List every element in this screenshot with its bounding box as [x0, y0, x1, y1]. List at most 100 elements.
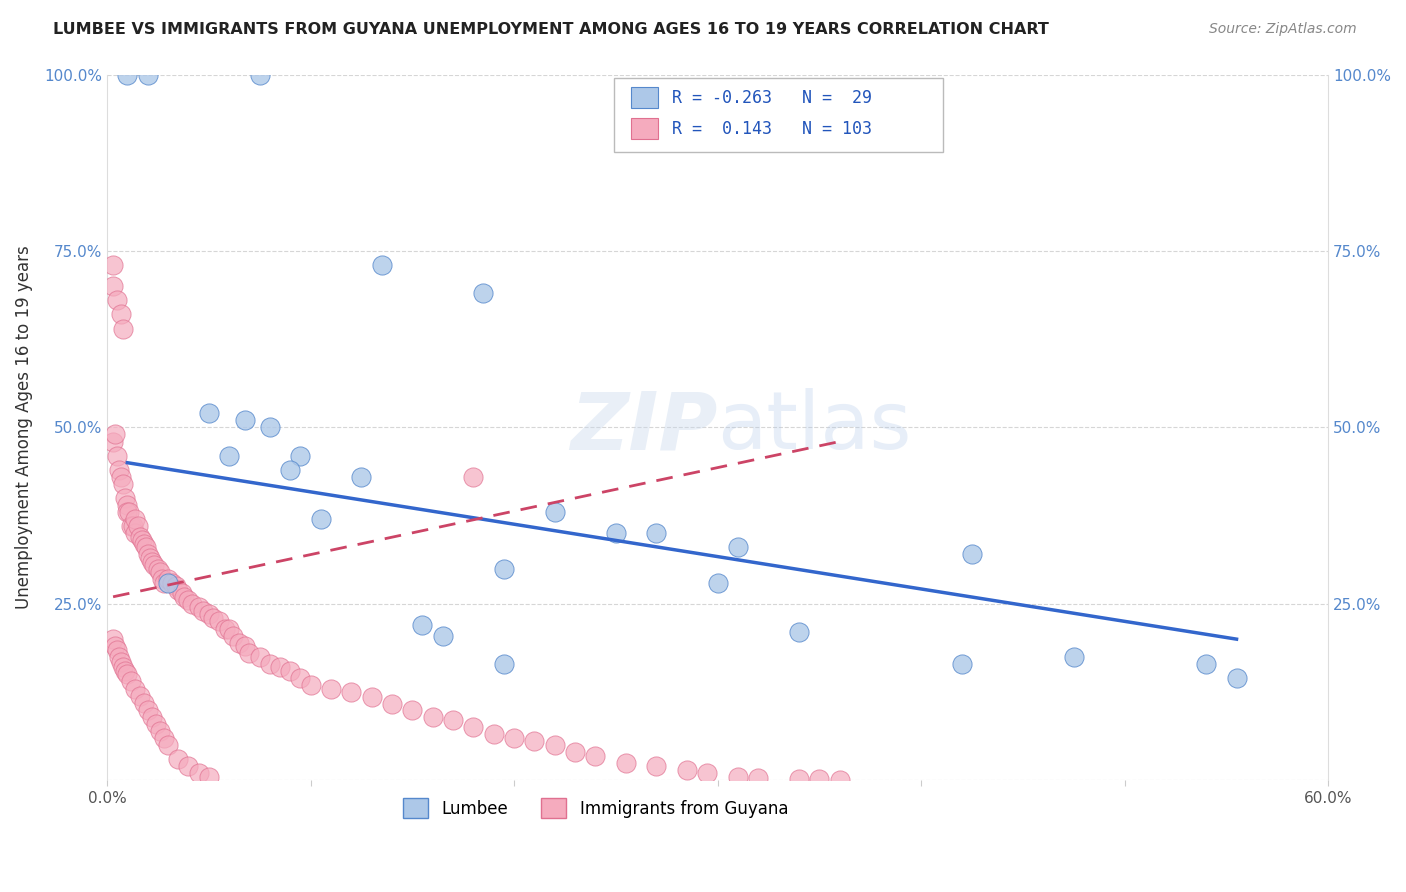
Point	[104, 427, 127, 442]
Point	[128, 689, 150, 703]
Point	[1063, 649, 1085, 664]
Point	[167, 752, 190, 766]
Point	[141, 554, 163, 568]
Point	[371, 258, 394, 272]
Point	[132, 696, 155, 710]
Text: ZIP: ZIP	[571, 388, 717, 467]
Point	[463, 470, 485, 484]
Point	[432, 629, 454, 643]
Point	[249, 649, 271, 664]
Point	[101, 632, 124, 647]
Point	[1225, 671, 1247, 685]
Point	[157, 575, 180, 590]
Point	[153, 575, 176, 590]
Point	[492, 657, 515, 671]
Point	[696, 766, 718, 780]
Point	[127, 519, 149, 533]
Point	[564, 745, 586, 759]
Point	[482, 727, 505, 741]
Point	[360, 690, 382, 704]
Point	[191, 604, 214, 618]
Point	[142, 558, 165, 572]
Point	[167, 582, 190, 597]
Point	[124, 526, 146, 541]
Point	[181, 597, 204, 611]
Point	[492, 561, 515, 575]
Point	[124, 681, 146, 696]
Point	[787, 772, 810, 786]
Point	[131, 533, 153, 548]
Point	[463, 720, 485, 734]
Y-axis label: Unemployment Among Ages 16 to 19 years: Unemployment Among Ages 16 to 19 years	[15, 245, 32, 609]
Point	[441, 714, 464, 728]
Text: atlas: atlas	[717, 388, 912, 467]
Point	[544, 505, 567, 519]
Point	[187, 766, 209, 780]
Point	[138, 551, 160, 566]
Point	[201, 611, 224, 625]
Point	[105, 293, 128, 308]
Point	[278, 664, 301, 678]
Point	[249, 68, 271, 82]
Point	[132, 537, 155, 551]
Point	[828, 772, 851, 787]
Point	[135, 541, 157, 555]
Point	[187, 600, 209, 615]
Point	[238, 646, 260, 660]
Point	[222, 629, 245, 643]
Point	[117, 667, 139, 681]
Point	[269, 660, 291, 674]
Point	[787, 625, 810, 640]
Point	[136, 68, 159, 82]
Point	[149, 723, 172, 738]
Point	[523, 734, 546, 748]
Point	[676, 763, 699, 777]
Point	[544, 738, 567, 752]
Bar	[631, 119, 658, 139]
Point	[110, 470, 132, 484]
Point	[411, 618, 433, 632]
Point	[150, 572, 173, 586]
Point	[197, 406, 219, 420]
Point	[122, 519, 145, 533]
Point	[259, 657, 281, 671]
FancyBboxPatch shape	[614, 78, 943, 153]
Point	[218, 449, 240, 463]
Point	[290, 671, 312, 685]
Point	[950, 657, 973, 671]
Point	[235, 639, 257, 653]
Point	[105, 449, 128, 463]
Point	[808, 772, 831, 786]
Point	[120, 519, 142, 533]
Point	[350, 470, 373, 484]
Point	[173, 590, 195, 604]
Point	[136, 548, 159, 562]
Point	[727, 541, 749, 555]
Point	[645, 759, 668, 773]
Point	[124, 512, 146, 526]
Point	[117, 505, 139, 519]
Point	[110, 308, 132, 322]
Point	[101, 279, 124, 293]
Point	[727, 770, 749, 784]
Point	[128, 530, 150, 544]
Point	[112, 321, 135, 335]
Point	[141, 710, 163, 724]
Legend: Lumbee, Immigrants from Guyana: Lumbee, Immigrants from Guyana	[396, 791, 794, 825]
Point	[228, 635, 250, 649]
Point	[101, 434, 124, 449]
Point	[645, 526, 668, 541]
Point	[172, 586, 194, 600]
Point	[145, 716, 167, 731]
Point	[114, 664, 136, 678]
Point	[290, 449, 312, 463]
Point	[747, 771, 769, 785]
Point	[105, 642, 128, 657]
Point	[208, 615, 231, 629]
Point	[165, 579, 187, 593]
Point	[197, 607, 219, 622]
Point	[218, 622, 240, 636]
Point	[108, 463, 131, 477]
Point	[472, 286, 495, 301]
Point	[104, 639, 127, 653]
